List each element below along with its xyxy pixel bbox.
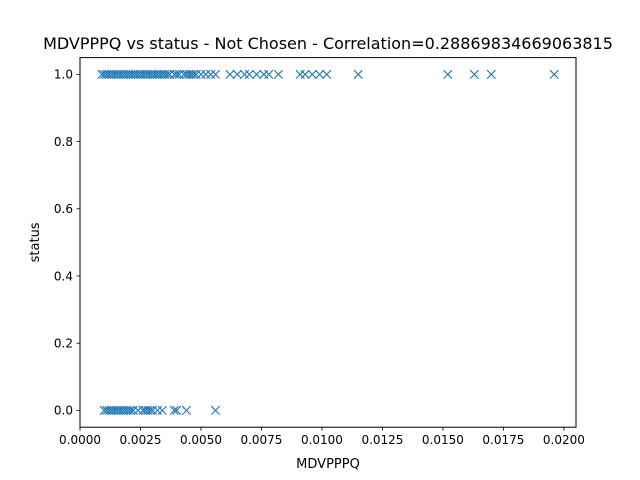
scatter-point — [244, 69, 254, 79]
scatter-point — [162, 69, 172, 79]
scatter-point — [126, 405, 136, 415]
scatter-points — [97, 69, 559, 415]
scatter-point — [469, 69, 479, 79]
scatter-point — [273, 69, 283, 79]
y-tick-label: 0.0 — [54, 404, 73, 418]
x-axis-label: MDVPPPQ — [296, 457, 360, 472]
scatter-point — [307, 69, 317, 79]
y-tick-label: 0.6 — [54, 202, 73, 216]
scatter-point — [264, 69, 274, 79]
scatter-point — [314, 69, 325, 79]
y-axis-ticks: 0.0 0.2 0.4 0.6 0.8 1.0 — [54, 68, 80, 418]
x-tick-label: 0.0050 — [180, 433, 222, 447]
x-tick-label: 0.0075 — [240, 433, 282, 447]
scatter-point — [157, 405, 167, 415]
scatter-point — [300, 69, 310, 79]
x-tick-label: 0.0175 — [482, 433, 524, 447]
scatter-point — [549, 69, 559, 79]
scatter-point — [252, 69, 262, 79]
x-tick-label: 0.0200 — [543, 433, 585, 447]
scatter-point — [486, 69, 496, 79]
x-tick-label: 0.0025 — [119, 433, 161, 447]
x-tick-label: 0.0100 — [301, 433, 343, 447]
y-tick-label: 0.4 — [54, 269, 73, 283]
scatter-point — [443, 69, 453, 79]
x-tick-label: 0.0125 — [361, 433, 403, 447]
scatter-point — [232, 69, 242, 79]
scatter-point — [181, 405, 192, 415]
x-axis-ticks: 0.0000 0.0025 0.0050 0.0075 0.0100 0.0125 0.01… — [59, 427, 585, 447]
scatter-point — [353, 69, 363, 79]
scatter-point — [145, 405, 155, 415]
x-tick-label: 0.0000 — [59, 433, 101, 447]
scatter-point — [172, 69, 182, 79]
scatter-point — [225, 69, 235, 79]
y-tick-label: 0.2 — [54, 337, 73, 351]
scatter-point — [169, 405, 179, 415]
scatter-point — [172, 405, 182, 415]
scatter-point — [322, 69, 332, 79]
y-axis-label: status — [28, 222, 43, 262]
scatter-point — [189, 69, 199, 79]
plot-area-frame — [79, 57, 577, 428]
scatter-point — [210, 405, 221, 415]
x-tick-label: 0.0150 — [422, 433, 464, 447]
y-tick-label: 0.8 — [54, 135, 73, 149]
scatter-point — [210, 69, 221, 79]
chart-title: MDVPPPQ vs status - Not Chosen - Correla… — [43, 34, 613, 53]
y-tick-label: 1.0 — [54, 68, 73, 82]
